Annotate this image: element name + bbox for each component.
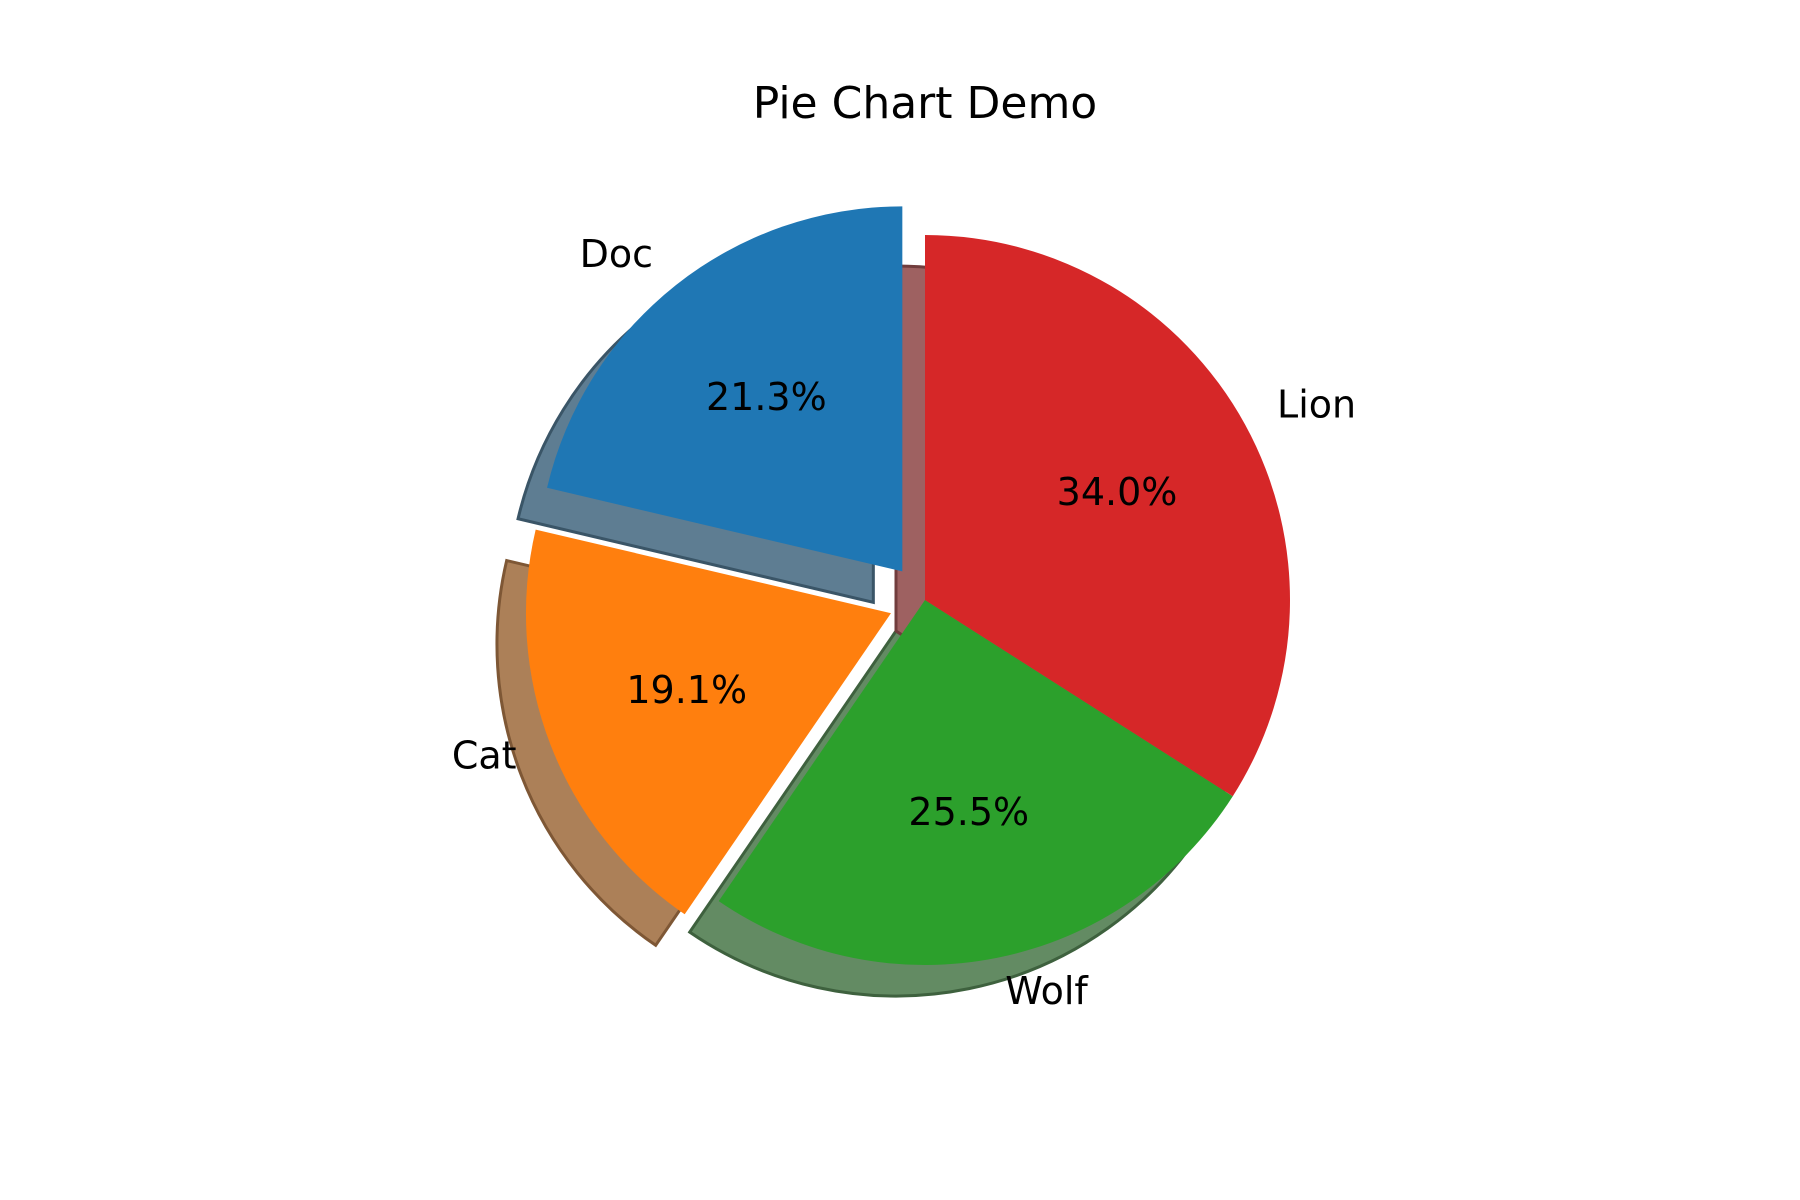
slice-wolf — [718, 600, 1233, 966]
slice-percent-doc: 21.3% — [706, 375, 827, 419]
labels-layer: Doc 21.3% Cat 19.1% Wolf 25.5% Lion 34.0% — [452, 232, 1356, 1013]
slices-layer — [525, 206, 1291, 966]
slice-percent-wolf: 25.5% — [908, 790, 1029, 834]
slice-label-wolf: Wolf — [1005, 969, 1089, 1013]
slice-doc — [547, 206, 903, 572]
slice-lion — [925, 234, 1291, 797]
chart-title: Pie Chart Demo — [753, 78, 1097, 129]
slice-percent-cat: 19.1% — [626, 668, 747, 712]
slice-label-cat: Cat — [452, 734, 517, 778]
slice-label-lion: Lion — [1277, 382, 1356, 426]
slice-cat — [525, 529, 891, 915]
slice-percent-lion: 34.0% — [1057, 470, 1178, 514]
slice-label-doc: Doc — [580, 232, 653, 276]
